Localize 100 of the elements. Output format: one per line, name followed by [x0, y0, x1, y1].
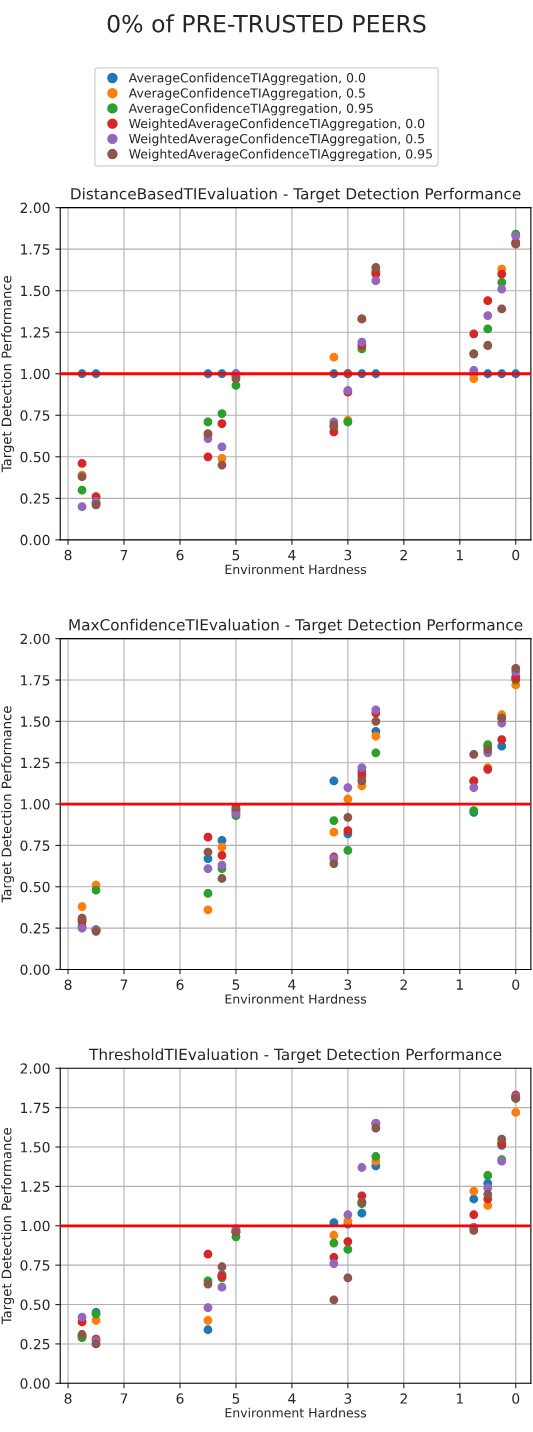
x-tick-label: 1	[456, 1393, 463, 1404]
x-axis-title: Environment Hardness	[225, 564, 367, 575]
x-tick-label: 6	[176, 1393, 184, 1404]
x-tick-label: 2	[400, 549, 407, 561]
point	[203, 417, 213, 427]
point	[469, 374, 479, 384]
point	[217, 860, 227, 870]
x-tick-label: 5	[232, 1393, 240, 1404]
point	[329, 776, 339, 786]
point	[469, 1186, 479, 1196]
legend-label: WeightedAverageConfidenceTIAggregation, 0.0	[129, 118, 425, 131]
x-tick-label: 0	[512, 549, 520, 561]
y-tick-label: 1.75	[21, 1102, 50, 1114]
point	[77, 459, 87, 468]
x-tick-label: 7	[120, 550, 128, 561]
y-axis-title: Target Detection Performance	[1, 275, 15, 473]
x-tick-label: 1	[456, 979, 463, 990]
y-tick-label: 1.00	[21, 799, 50, 810]
y-tick-label: 0.00	[20, 534, 50, 546]
point	[77, 485, 87, 495]
point	[329, 1230, 339, 1240]
point	[511, 1107, 521, 1117]
point	[357, 776, 367, 786]
y-tick-label: 1.50	[21, 1142, 50, 1153]
point	[483, 745, 493, 754]
x-tick-label: 4	[288, 550, 296, 561]
point	[469, 1194, 479, 1204]
point	[77, 1312, 87, 1322]
y-tick-label: 1.25	[21, 327, 50, 338]
chart-title: ThresholdTIEvaluation - Target Detection Performance	[89, 1048, 502, 1064]
x-tick-label: 7	[120, 1393, 128, 1404]
point	[343, 794, 353, 804]
point	[329, 352, 339, 362]
y-tick-label: 1.50	[21, 285, 50, 297]
point	[329, 827, 339, 837]
point	[203, 1325, 213, 1335]
y-tick-label: 1.50	[21, 716, 50, 727]
legend-label: WeightedAverageConfidenceTIAggregation, 0.5	[129, 133, 425, 146]
point	[329, 816, 339, 825]
point	[357, 337, 367, 347]
point	[357, 1163, 367, 1172]
point	[217, 409, 227, 419]
point	[329, 1238, 339, 1248]
point	[329, 859, 339, 868]
y-tick-label: 0.00	[20, 964, 50, 975]
legend-label: WeightedAverageConfidenceTIAggregation, 0.95	[129, 148, 432, 162]
y-tick-label: 1.75	[21, 244, 50, 255]
y-tick-label: 0.75	[20, 410, 50, 421]
x-tick-label: 8	[64, 549, 72, 561]
x-tick-label: 0	[512, 979, 520, 990]
point	[343, 1273, 353, 1283]
point	[371, 263, 381, 272]
point	[203, 847, 213, 857]
x-tick-label: 6	[176, 549, 184, 561]
point	[77, 502, 87, 512]
point	[343, 845, 353, 855]
y-tick-label: 0.50	[20, 881, 50, 893]
y-axis-title: Target Detection Performance	[1, 706, 15, 903]
y-tick-label: 0.75	[20, 840, 50, 851]
y-tick-label: 0.25	[20, 923, 50, 934]
x-tick-label: 7	[120, 979, 128, 990]
y-tick-label: 0.25	[20, 493, 50, 504]
point	[217, 842, 227, 852]
point	[91, 885, 101, 895]
x-tick-label: 4	[288, 979, 296, 990]
point	[469, 750, 479, 759]
point	[483, 296, 493, 306]
point	[343, 826, 353, 835]
x-tick-label: 0	[512, 1393, 520, 1404]
point	[217, 1262, 227, 1272]
point	[371, 276, 381, 286]
y-tick-label: 1.25	[21, 757, 50, 769]
y-tick-label: 1.75	[21, 675, 50, 686]
x-tick-label: 3	[344, 1393, 352, 1404]
x-tick-label: 1	[456, 550, 463, 561]
x-tick-label: 8	[64, 979, 72, 990]
point	[203, 888, 213, 898]
point	[497, 304, 507, 314]
point	[203, 905, 213, 915]
x-axis-title: Environment Hardness	[225, 1407, 367, 1418]
point	[469, 1226, 479, 1235]
point	[497, 735, 507, 744]
point	[217, 874, 227, 883]
x-tick-label: 4	[288, 1393, 296, 1404]
point	[483, 1189, 493, 1199]
point	[469, 329, 479, 339]
point	[217, 419, 227, 428]
y-tick-label: 0.00	[20, 1378, 50, 1389]
y-tick-label: 1.25	[21, 1181, 50, 1192]
point	[483, 324, 493, 334]
point	[217, 442, 227, 452]
chart-title: MaxConfidenceTIEvaluation - Target Detection Performance	[69, 618, 523, 634]
y-tick-label: 2.00	[20, 202, 50, 214]
point	[329, 1259, 339, 1268]
x-axis-title: Environment Hardness	[225, 994, 367, 1004]
point	[371, 731, 381, 741]
x-tick-label: 5	[232, 979, 240, 990]
point	[203, 1303, 213, 1313]
x-tick-label: 8	[64, 1393, 72, 1404]
point	[203, 1249, 213, 1259]
